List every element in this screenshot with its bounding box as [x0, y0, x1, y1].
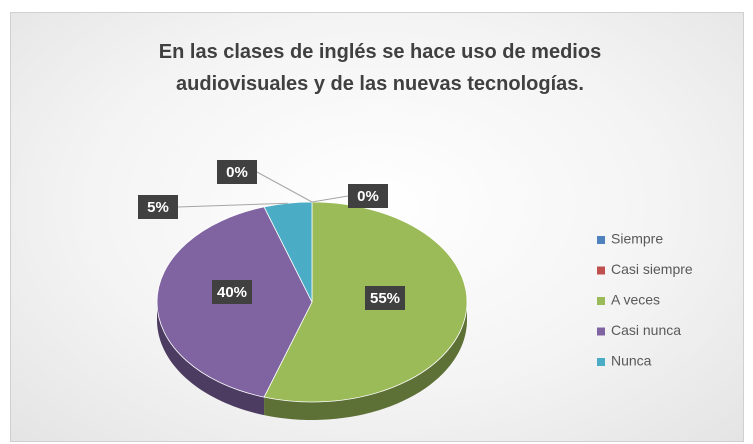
chart-title: En las clases de inglés se hace uso de m…: [158, 41, 602, 95]
legend-label: Casi siempre: [611, 261, 693, 277]
legend-swatch: [597, 266, 605, 275]
leader-line: [177, 202, 288, 208]
label-box: [348, 184, 388, 208]
legend-label: A veces: [611, 292, 660, 308]
leader-line: [256, 171, 313, 203]
label-box: [217, 160, 257, 184]
legend-label: Siempre: [611, 231, 663, 247]
data-label: 5%: [147, 199, 169, 216]
data-label: 40%: [217, 284, 247, 301]
legend-swatch: [597, 297, 605, 305]
legend-swatch: [597, 358, 605, 366]
legend-swatch: [597, 236, 605, 244]
data-label: 0%: [357, 188, 379, 205]
legend-swatch: [597, 327, 605, 336]
label-box: [365, 286, 405, 310]
slice-side: [157, 302, 265, 416]
label-box: [212, 280, 252, 304]
data-label: 0%: [226, 164, 248, 181]
leader-line: [311, 195, 349, 203]
legend-label: Casi nunca: [611, 322, 681, 338]
data-label: 55%: [370, 290, 400, 307]
label-box: [138, 195, 178, 219]
slice-side: [264, 302, 467, 420]
legend-label: Nunca: [611, 353, 652, 369]
